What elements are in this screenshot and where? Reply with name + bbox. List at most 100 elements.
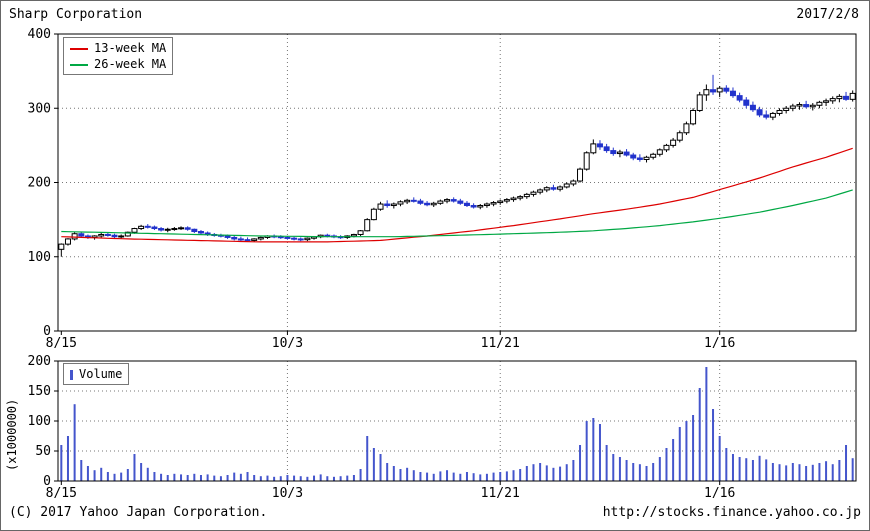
volume-bar: [86, 466, 89, 481]
volume-bar: [186, 475, 189, 481]
volume-bar: [73, 404, 76, 481]
volume-bar: [293, 475, 296, 481]
volume-bar: [426, 472, 429, 481]
candle-up: [430, 202, 437, 206]
candle-up: [397, 201, 404, 205]
volume-bar: [133, 454, 136, 481]
candle-down: [197, 231, 204, 234]
candle-down: [237, 238, 244, 241]
volume-bar: [399, 469, 402, 481]
candle-up: [776, 109, 783, 114]
chart-title: Sharp Corporation: [9, 7, 143, 22]
candle-down: [450, 199, 457, 202]
copyright: (C) 2017 Yahoo Japan Corporation.: [9, 505, 268, 520]
volume-bar: [332, 476, 335, 481]
source-url: http://stocks.finance.yahoo.co.jp: [602, 505, 861, 520]
candle-up: [523, 193, 530, 198]
price-tick-label: 200: [28, 176, 51, 191]
candle-up: [849, 92, 856, 100]
candle-up: [437, 200, 444, 204]
candle-up: [829, 98, 836, 102]
candle-down: [291, 237, 298, 240]
candle-up: [690, 109, 697, 125]
volume-tick-label: 0: [43, 474, 51, 489]
candle-up: [616, 151, 623, 155]
candle-up: [483, 203, 490, 207]
price-tick-label: 400: [28, 27, 51, 42]
ma26-label: 26-week MA: [94, 57, 167, 71]
volume-bar: [585, 421, 588, 481]
candle-up: [64, 238, 71, 245]
volume-bar: [751, 460, 754, 481]
volume-bar: [66, 436, 69, 481]
volume-bar: [672, 439, 675, 481]
volume-bar: [226, 475, 229, 481]
moving-averages-layer: [61, 147, 853, 243]
volume-bar: [465, 472, 468, 481]
volume-bar: [439, 471, 442, 481]
candle-up: [503, 199, 510, 202]
volume-bar: [851, 458, 854, 481]
volume-tick-label: 50: [35, 444, 51, 459]
candle-up: [530, 191, 537, 195]
candle-up: [650, 153, 657, 158]
volume-bar: [146, 467, 149, 481]
candle-up: [164, 228, 171, 231]
candle-down: [104, 233, 111, 236]
volume-bar: [166, 475, 169, 481]
price-tick-label: 100: [28, 250, 51, 265]
volume-bar: [791, 463, 794, 481]
volume-bar: [731, 454, 734, 481]
candle-down: [144, 225, 151, 228]
volume-bar: [725, 448, 728, 481]
candle-up: [696, 94, 703, 111]
volume-bar: [565, 464, 568, 481]
legend-row-ma26: 26-week MA: [70, 56, 166, 72]
candle-up: [809, 104, 816, 108]
volume-panel-border: [57, 360, 857, 482]
date-tick-label: 1/16: [704, 336, 735, 351]
candle-up: [663, 144, 670, 151]
volume-bar: [845, 445, 848, 481]
volume-bar: [818, 463, 821, 481]
volume-bar: [592, 418, 595, 481]
candle-up: [823, 100, 830, 103]
volume-bar: [326, 476, 329, 481]
ma26-line-swatch: [70, 63, 88, 66]
volume-bar: [692, 415, 695, 481]
candle-up: [656, 149, 663, 155]
candle-down: [463, 202, 470, 207]
volume-bar: [811, 464, 814, 481]
volume-bar: [632, 463, 635, 481]
volume-bar: [505, 471, 508, 481]
volume-bar: [745, 458, 748, 481]
volume-bar: [698, 388, 701, 481]
volume-bar: [246, 472, 249, 481]
volume-bar: [406, 467, 409, 481]
volume-unit-label: (x1000000): [5, 398, 19, 471]
candle-down: [803, 104, 810, 108]
price-panel-border: [57, 33, 857, 332]
ma13-line-swatch: [70, 47, 88, 50]
candle-up: [477, 205, 484, 208]
price-tick-label: 300: [28, 101, 51, 116]
volume-bar: [372, 448, 375, 481]
candle-down: [417, 200, 424, 204]
volume-bar: [778, 464, 781, 481]
candle-down: [470, 205, 477, 208]
volume-bar: [572, 460, 575, 481]
candle-up: [783, 107, 790, 111]
volume-bar: [665, 448, 668, 481]
volume-bar: [319, 474, 322, 481]
candle-up: [257, 236, 264, 240]
volume-bar: [299, 476, 302, 481]
volume-bar: [233, 472, 236, 481]
candle-down: [610, 150, 617, 155]
ma13-label: 13-week MA: [94, 41, 167, 55]
date-tick-label: 11/21: [481, 486, 520, 501]
volume-bar: [386, 463, 389, 481]
volume-bar: [313, 475, 316, 481]
volume-bar: [598, 424, 601, 481]
